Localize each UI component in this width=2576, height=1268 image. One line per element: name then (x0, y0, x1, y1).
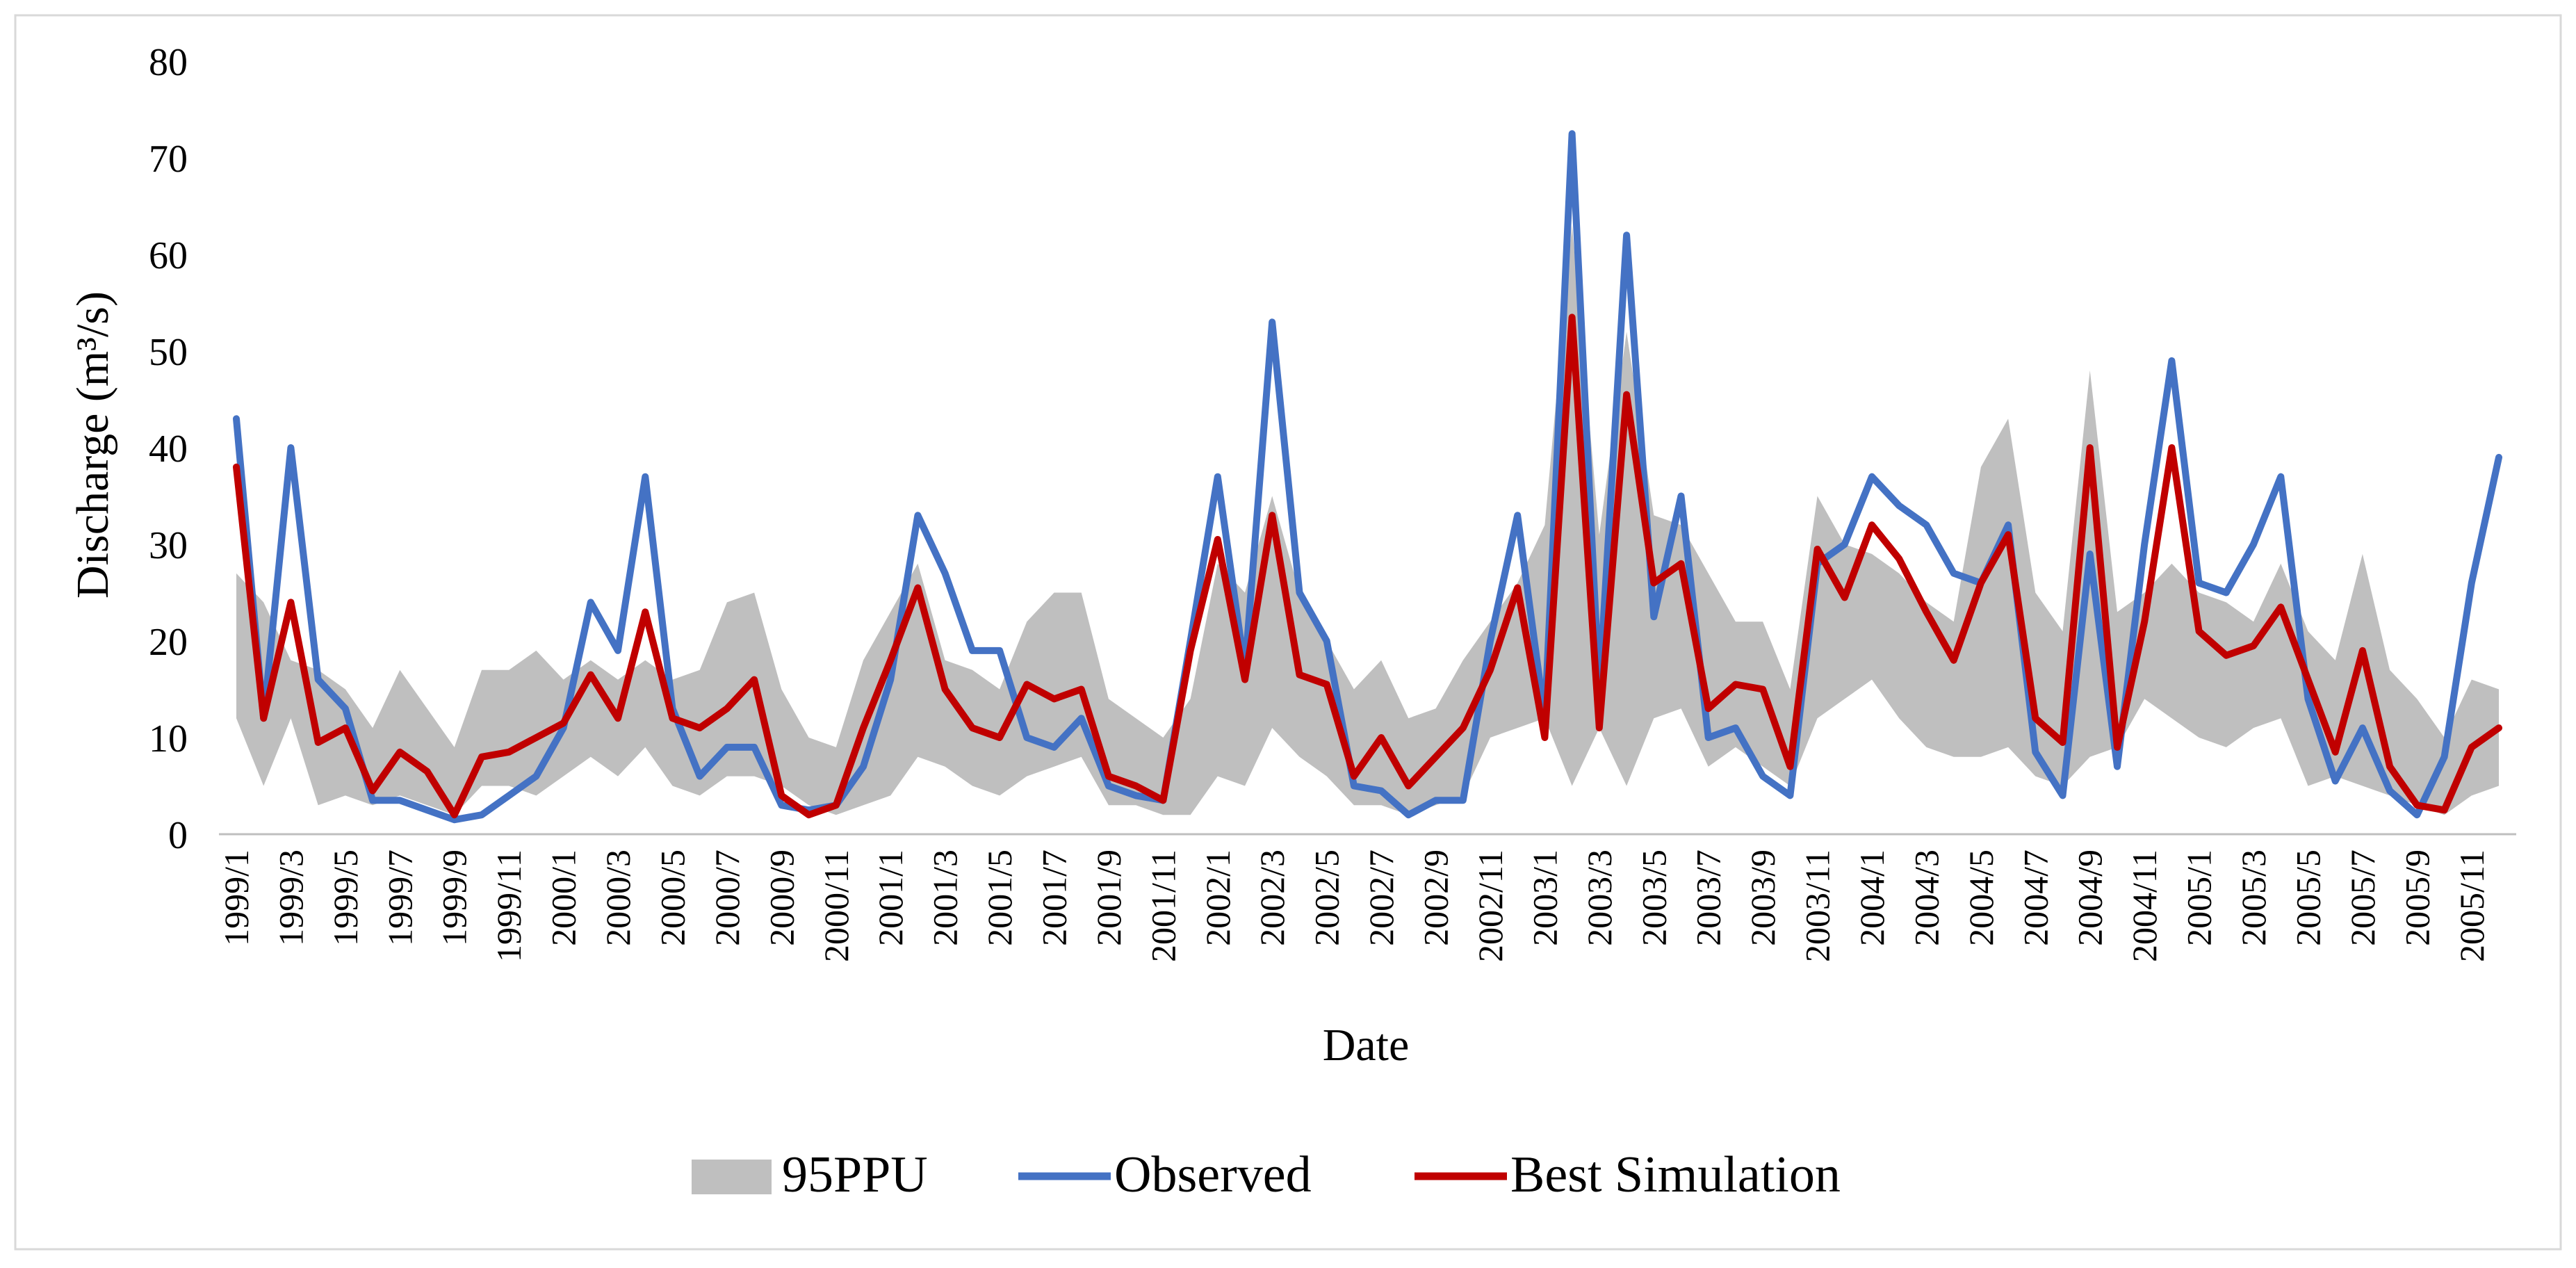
x-tick-label: 2002/9 (1417, 850, 1456, 946)
x-tick-label: 2005/9 (2397, 850, 2436, 946)
chart-border (14, 14, 2562, 1251)
legend: 95PPU Observed Best Simulation (692, 1146, 1841, 1203)
y-axis-title: Discharge (m³/s) (67, 291, 118, 599)
x-tick-label: 2003/7 (1689, 850, 1728, 946)
x-tick-label: 2002/3 (1253, 850, 1291, 946)
x-tick-label: 1999/11 (489, 850, 528, 962)
x-tick-label: 2000/5 (653, 850, 692, 946)
x-tick-label: 2001/11 (1143, 850, 1182, 962)
x-tick-label: 2001/7 (1035, 850, 1074, 946)
band-95ppu (236, 225, 2499, 815)
series-lines (233, 130, 2502, 824)
x-tick-label: 2003/11 (1798, 850, 1837, 962)
x-tick-label: 2003/5 (1634, 850, 1673, 946)
x-tick-label: 2005/7 (2343, 850, 2382, 946)
y-tick-label: 70 (149, 138, 188, 181)
x-axis-title: Date (1323, 1020, 1410, 1071)
y-axis-ticks: 0 10 20 30 40 50 60 70 80 (149, 41, 188, 857)
x-tick-label: 2001/5 (980, 850, 1019, 946)
x-tick-label: 2000/11 (817, 850, 856, 962)
x-tick-label: 2005/5 (2288, 850, 2327, 946)
x-tick-label: 2000/3 (598, 850, 637, 946)
plot-area (233, 130, 2502, 824)
y-tick-label: 60 (149, 234, 188, 277)
y-tick-label: 80 (149, 41, 188, 84)
x-tick-label: 2003/9 (1743, 850, 1782, 946)
x-tick-label: 2005/3 (2234, 850, 2273, 946)
x-tick-label: 2001/1 (871, 850, 910, 946)
y-tick-label: 10 (149, 717, 188, 761)
y-tick-label: 40 (149, 428, 188, 471)
x-tick-label: 2002/1 (1198, 850, 1237, 946)
x-tick-label: 2001/3 (926, 850, 965, 946)
x-tick-label: 2000/1 (544, 850, 583, 946)
x-axis-ticks: 1999/1 1999/3 1999/5 1999/7 1999/9 1999/11 200… (217, 850, 2491, 962)
x-tick-label: 1999/7 (380, 850, 419, 946)
x-tick-label: 2004/5 (1962, 850, 2000, 946)
y-tick-label: 50 (149, 331, 188, 374)
x-tick-label: 2004/9 (2071, 850, 2110, 946)
y-tick-label: 0 (168, 814, 188, 857)
x-tick-label: 2004/11 (2125, 850, 2164, 962)
x-tick-label: 2001/9 (1089, 850, 1128, 946)
x-tick-label: 2004/7 (2016, 850, 2055, 946)
legend-label-95ppu: 95PPU (782, 1146, 928, 1203)
x-tick-label: 2003/3 (1580, 850, 1619, 946)
x-tick-label: 2002/11 (1471, 850, 1510, 962)
x-tick-label: 1999/1 (217, 850, 256, 946)
legend-label-observed: Observed (1114, 1146, 1312, 1203)
y-tick-label: 30 (149, 524, 188, 567)
legend-label-best-simulation: Best Simulation (1510, 1146, 1841, 1203)
legend-swatch-95ppu (692, 1160, 772, 1194)
x-tick-label: 2002/7 (1362, 850, 1401, 946)
x-tick-label: 1999/9 (435, 850, 474, 946)
x-tick-label: 2004/1 (1852, 850, 1891, 946)
series-line-best-simulation (233, 314, 2502, 819)
x-tick-label: 2002/5 (1307, 850, 1346, 946)
x-tick-label: 2000/7 (708, 850, 747, 946)
x-tick-label: 1999/3 (271, 850, 310, 946)
x-tick-label: 2003/1 (1525, 850, 1564, 946)
x-tick-label: 2004/3 (1907, 850, 1946, 946)
x-tick-label: 1999/5 (326, 850, 365, 946)
y-tick-label: 20 (149, 621, 188, 664)
x-tick-label: 2005/1 (2180, 850, 2219, 946)
x-tick-label: 2005/11 (2452, 850, 2491, 962)
x-tick-label: 2000/9 (762, 850, 801, 946)
